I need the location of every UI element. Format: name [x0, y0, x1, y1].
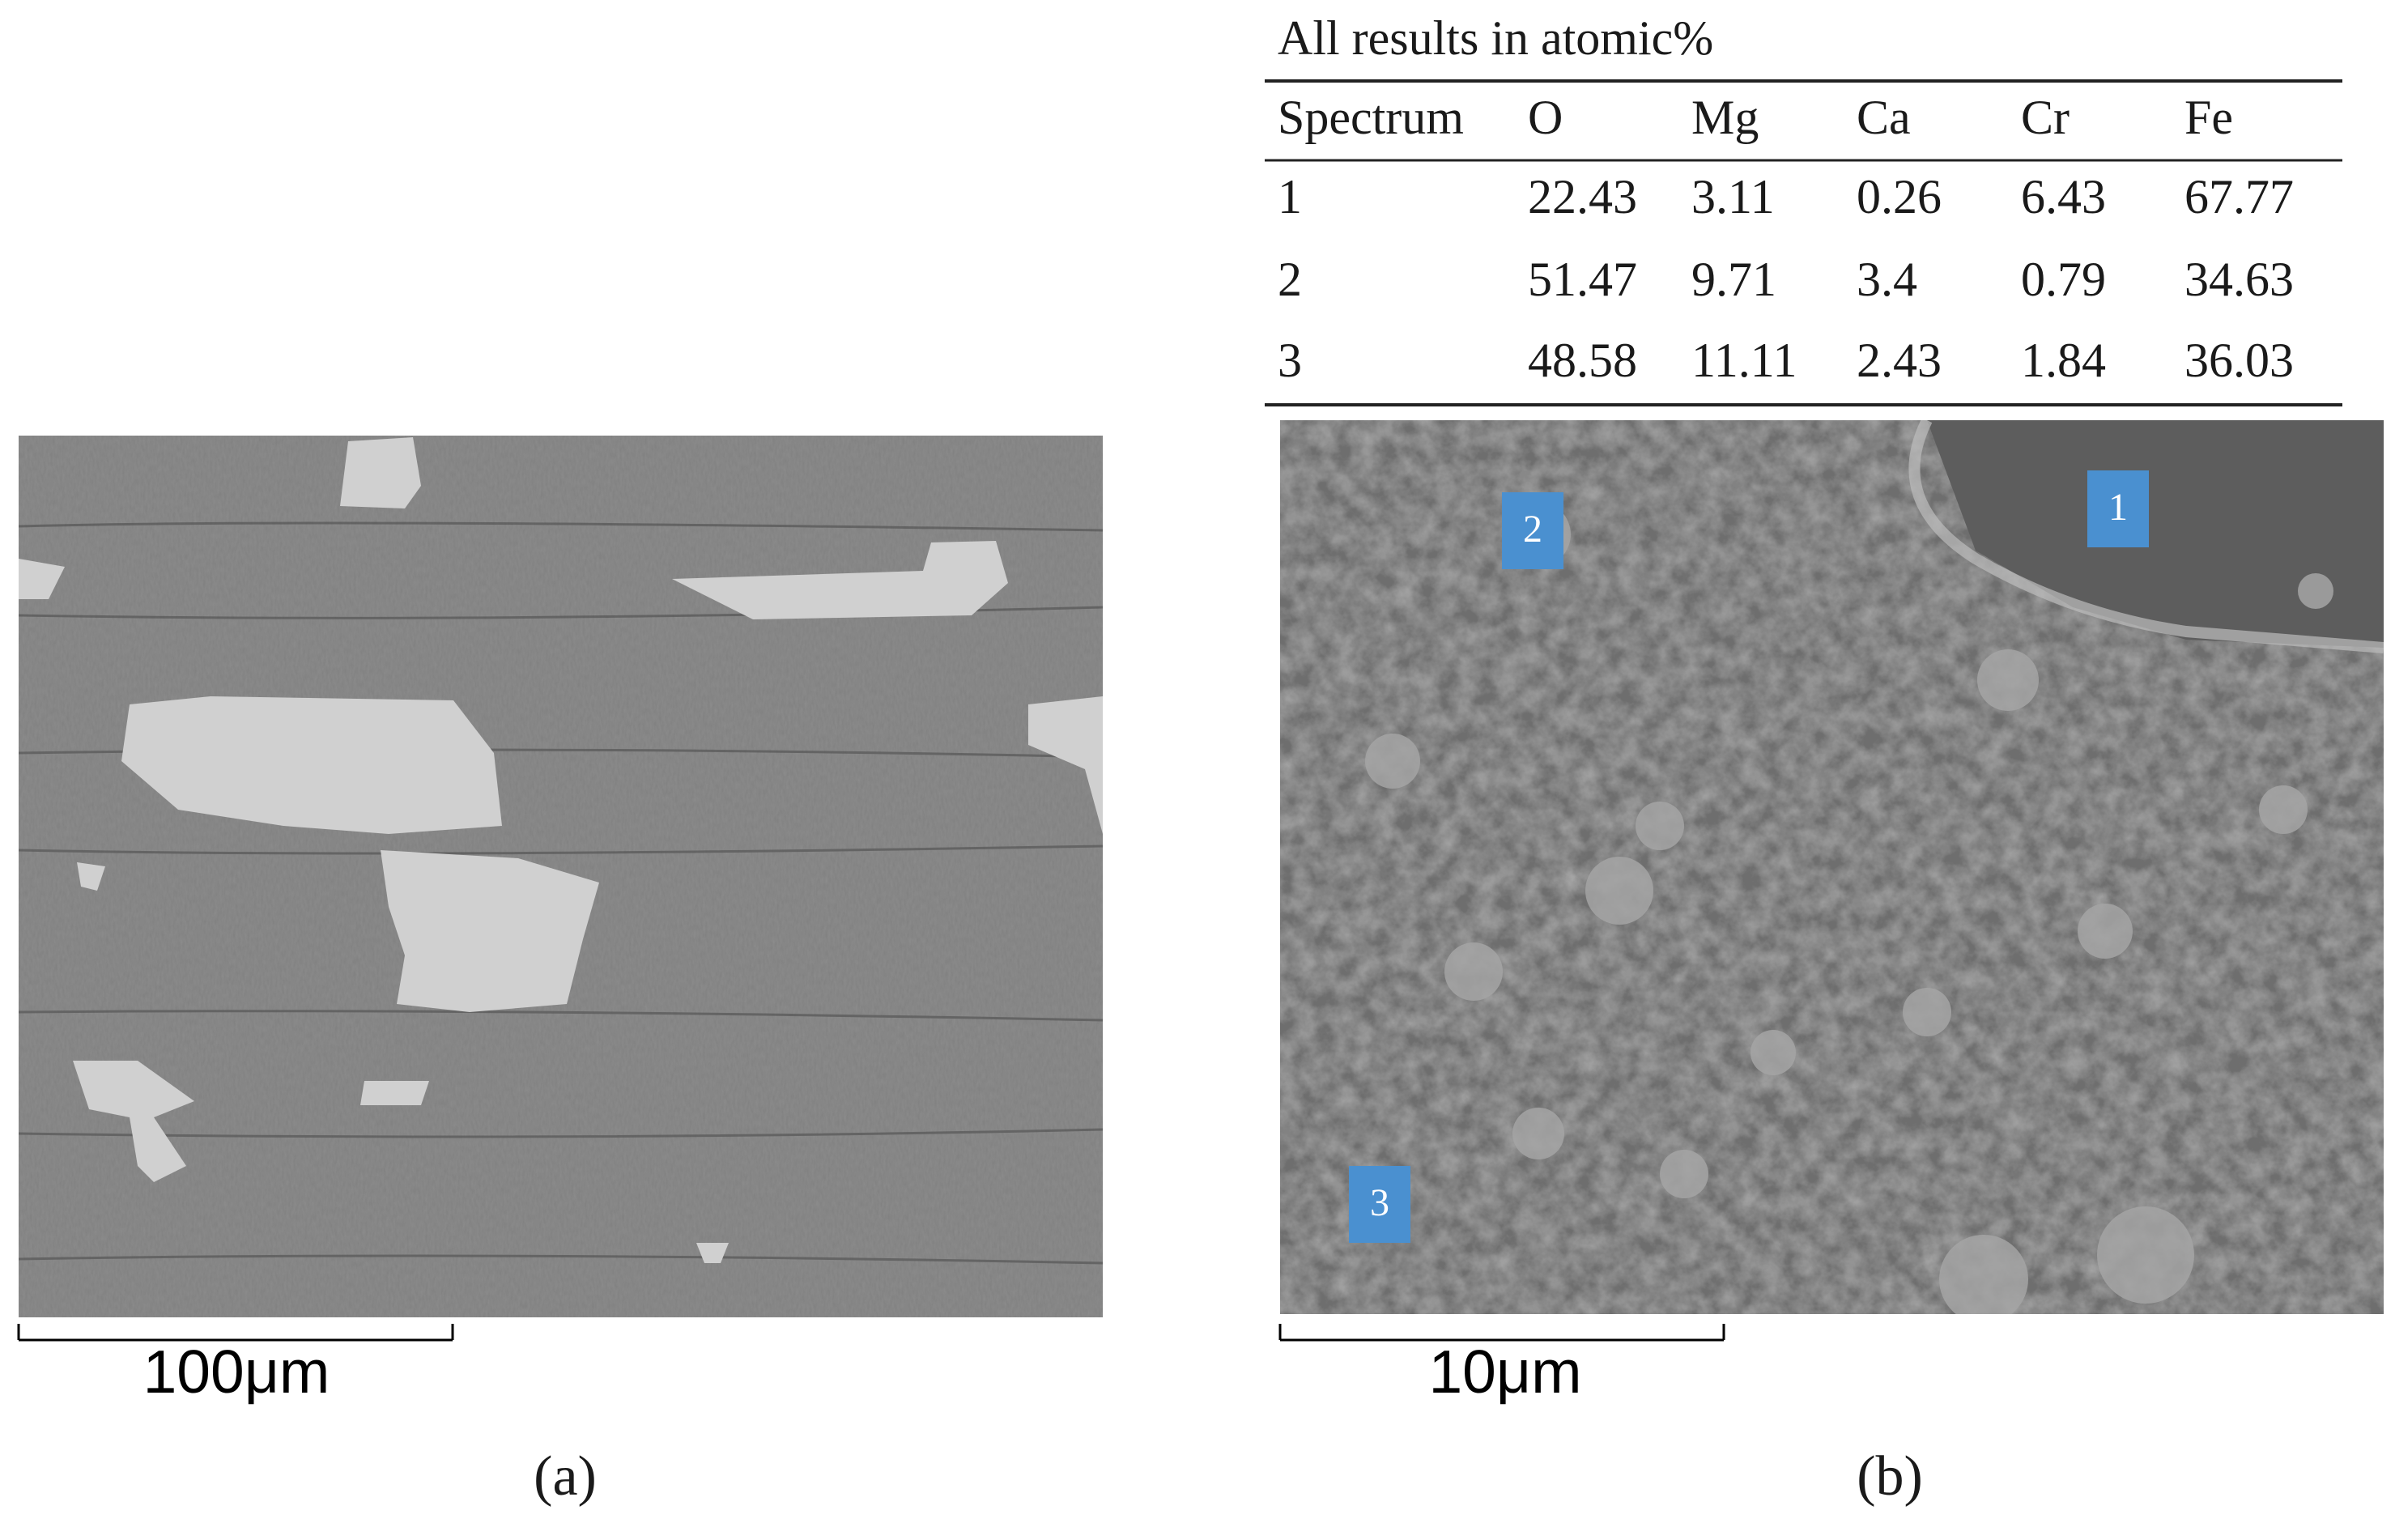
table-header-cell: Ca [1857, 91, 1911, 144]
table-cell: 1.84 [2021, 334, 2106, 387]
marker-label: 3 [1370, 1181, 1389, 1224]
table-cell: 2 [1278, 253, 1302, 306]
panel-label: (b) [1857, 1445, 1923, 1508]
table-caption: All results in atomic% [1278, 11, 1713, 65]
table-header-cell: Mg [1691, 91, 1759, 144]
scale-bar-label: 10μm [1428, 1338, 1581, 1406]
table-cell: 67.77 [2184, 170, 2294, 223]
table-cell: 9.71 [1691, 253, 1776, 306]
table-header-cell: O [1528, 91, 1563, 144]
table-cell: 3.11 [1691, 170, 1775, 223]
panel-label: (a) [534, 1445, 597, 1508]
table-cell: 1 [1278, 170, 1302, 223]
marker-label: 1 [2108, 486, 2128, 529]
marker-label: 2 [1523, 508, 1542, 551]
table-cell: 6.43 [2021, 170, 2106, 223]
marker-box [1349, 1166, 1410, 1243]
table-cell: 48.58 [1528, 334, 1637, 387]
table-header-cell: Cr [2021, 91, 2070, 144]
marker-box [2087, 470, 2149, 547]
table-cell: 11.11 [1691, 334, 1797, 387]
table-cell: 51.47 [1528, 253, 1637, 306]
table-cell: 0.79 [2021, 253, 2106, 306]
table-cell: 3 [1278, 334, 1302, 387]
table-cell: 22.43 [1528, 170, 1637, 223]
sem-image-a [19, 436, 1103, 1317]
table-header-cell: Fe [2184, 91, 2233, 144]
table-cell: 3.4 [1857, 253, 1917, 306]
table: Spectrum O Mg Ca Cr Fe1 22.43 3.11 0.26 6.43 67.77… [1278, 91, 2294, 387]
table-cell: 34.63 [2184, 253, 2294, 306]
marker-box [1502, 492, 1563, 569]
markers: 1 2 3 [1349, 470, 2149, 1243]
table-cell: 2.43 [1857, 334, 1942, 387]
table-header-cell: Spectrum [1278, 91, 1464, 144]
sem-image-b [1280, 420, 2384, 1314]
table-cell: 0.26 [1857, 170, 1942, 223]
table-cell: 36.03 [2184, 334, 2294, 387]
scale-bar-label: 100μm [143, 1338, 330, 1406]
